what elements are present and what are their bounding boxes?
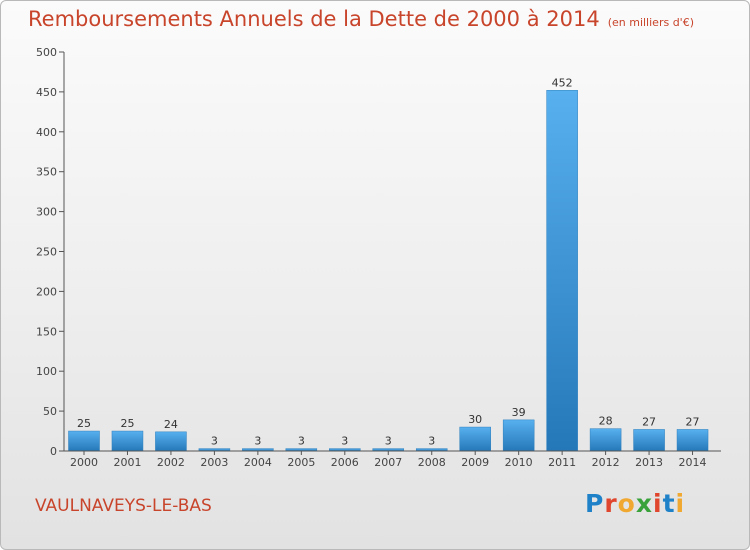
data-label-2012: 28 <box>599 415 613 428</box>
logo-letter: o <box>617 489 636 518</box>
logo-letter: P <box>585 489 605 518</box>
x-tick-label-2011: 2011 <box>548 456 576 469</box>
x-tick-label-2005: 2005 <box>287 456 315 469</box>
data-label-2001: 25 <box>120 417 134 430</box>
x-tick-label-2008: 2008 <box>418 456 446 469</box>
data-label-2013: 27 <box>642 415 656 428</box>
bar-2009 <box>459 426 491 452</box>
bar-2002 <box>155 431 187 452</box>
bar-2014 <box>676 429 709 452</box>
data-label-2002: 24 <box>164 418 178 431</box>
chart-title: Remboursements Annuels de la Dette de 20… <box>28 7 694 31</box>
proxiti-logo[interactable]: Proxiti <box>585 489 685 518</box>
y-tick-label: 500 <box>36 46 57 59</box>
x-tick-label-2003: 2003 <box>200 456 228 469</box>
logo-letter: t <box>662 489 676 518</box>
data-label-2007: 3 <box>385 435 392 448</box>
x-tick-label-2006: 2006 <box>331 456 359 469</box>
data-label-2009: 30 <box>468 413 482 426</box>
y-tick-label: 100 <box>36 365 57 378</box>
x-tick-label-2009: 2009 <box>461 456 489 469</box>
x-tick-label-2000: 2000 <box>70 456 98 469</box>
chart-subtitle: (en milliers d'€) <box>607 16 694 29</box>
chart-title-text: Remboursements Annuels de la Dette de 20… <box>28 7 600 31</box>
y-tick-label: 350 <box>36 166 57 179</box>
logo-letter: i <box>675 489 686 518</box>
y-tick-label: 450 <box>36 86 57 99</box>
data-label-2005: 3 <box>298 435 305 448</box>
x-axis: 2000 2001 2002 2003 2004 2005 2006 2007 2008 2009… <box>64 450 721 469</box>
x-tick-label-2014: 2014 <box>679 456 707 469</box>
data-label-2011: 452 <box>552 76 573 89</box>
x-tick-label-2012: 2012 <box>592 456 620 469</box>
data-label-2003: 3 <box>211 435 218 448</box>
x-tick-label-2004: 2004 <box>244 456 272 469</box>
bar-2011 <box>546 90 578 452</box>
location-name: VAULNAVEYS-LE-BAS <box>35 496 212 516</box>
bar-2012 <box>589 428 622 452</box>
y-tick-label: 400 <box>36 126 57 139</box>
logo-letter: x <box>635 489 653 518</box>
y-tick-label: 150 <box>36 325 57 338</box>
data-label-2000: 25 <box>77 417 91 430</box>
bars: 25 25 24 3 3 3 3 3 3 30 39 452 28 27 27 <box>68 76 709 452</box>
bar-2013 <box>633 429 665 452</box>
data-label-2014: 27 <box>686 415 700 428</box>
data-label-2004: 3 <box>254 435 261 448</box>
y-tick-label: 200 <box>36 285 57 298</box>
y-tick-label: 50 <box>43 405 57 418</box>
x-tick-label-2002: 2002 <box>157 456 185 469</box>
y-tick-label: 0 <box>50 445 57 458</box>
logo-letter: i <box>653 489 663 518</box>
bar-2000 <box>68 430 100 452</box>
y-axis: 0 50 100 150 200 250 300 350 400 450 500 <box>36 46 65 458</box>
logo-letter: r <box>604 489 618 518</box>
data-label-2010: 39 <box>512 406 526 419</box>
data-label-2006: 3 <box>341 435 348 448</box>
x-tick-label-2010: 2010 <box>505 456 533 469</box>
y-tick-label: 250 <box>36 246 57 259</box>
data-label-2008: 3 <box>428 435 435 448</box>
bar-2010 <box>502 419 535 452</box>
bar-2001 <box>111 430 144 452</box>
x-tick-label-2007: 2007 <box>374 456 402 469</box>
x-tick-label-2013: 2013 <box>635 456 663 469</box>
x-tick-label-2001: 2001 <box>113 456 141 469</box>
y-tick-label: 300 <box>36 206 57 219</box>
